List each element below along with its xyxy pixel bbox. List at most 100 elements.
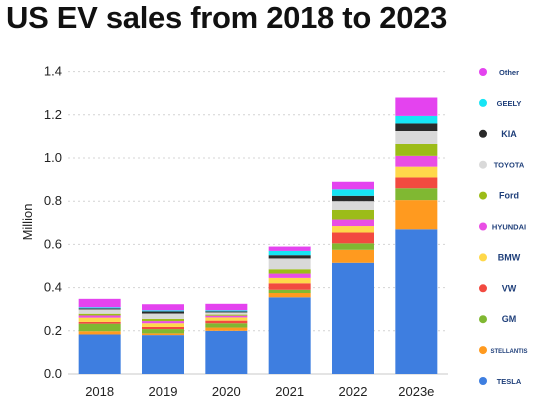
y-tick-label: 1.4 bbox=[44, 64, 62, 79]
y-axis-ticks: 0.0 0.2 0.4 0.6 0.8 1.0 1.2 1.4 bbox=[44, 64, 62, 381]
bar-segment-tesla-2022 bbox=[332, 262, 374, 374]
bar-segment-ford-2021 bbox=[268, 269, 311, 274]
bar-segment-stellantis-2019 bbox=[142, 333, 184, 336]
bar-segment-ford-2023e bbox=[395, 143, 438, 156]
legend-swatch bbox=[479, 315, 487, 324]
x-tick-label: 2019 bbox=[149, 384, 178, 399]
bar-segment-tesla-2020 bbox=[205, 330, 248, 374]
legend-item-geely: GEELY bbox=[479, 98, 522, 108]
bar-segment-ford-2019 bbox=[142, 318, 184, 322]
bar-segment-toyota-2018 bbox=[78, 309, 121, 314]
bar-segment-hyundai-2023e bbox=[395, 155, 438, 167]
bar-segment-geely-2020 bbox=[205, 310, 248, 312]
bar-segment-other-2020 bbox=[205, 303, 248, 311]
bars bbox=[78, 97, 438, 374]
bar-segment-kia-2022 bbox=[332, 195, 374, 202]
bar-segment-volkswagen-2021 bbox=[268, 283, 311, 290]
legend-swatch bbox=[479, 346, 487, 355]
bar-segment-geely-2021 bbox=[268, 250, 311, 256]
bar-segment-bmw-2019 bbox=[142, 323, 184, 327]
bar-segment-ford-2018 bbox=[78, 313, 121, 316]
bar-segment-stellantis-2023e bbox=[395, 200, 438, 230]
bar-segment-geely-2019 bbox=[142, 310, 184, 312]
bar-segment-hyundai-2021 bbox=[268, 273, 311, 278]
bar-segment-gm-2020 bbox=[205, 323, 248, 328]
bmw-logo-icon: BMW bbox=[498, 252, 521, 262]
bar-segment-geely-2022 bbox=[332, 189, 374, 196]
bar-segment-gm-2022 bbox=[332, 243, 374, 250]
toyota-logo-icon: TOYOTA bbox=[494, 161, 525, 170]
chart-title: US EV sales from 2018 to 2023 bbox=[6, 0, 448, 35]
x-tick-label: 2023e bbox=[398, 384, 434, 399]
legend-item-tesla: TESLA bbox=[479, 377, 522, 386]
y-tick-label: 0.4 bbox=[44, 280, 62, 295]
bar-segment-gm-2023e bbox=[395, 188, 438, 201]
legend-item-bmw: BMW bbox=[479, 252, 521, 262]
bar-segment-volkswagen-2020 bbox=[205, 320, 248, 324]
y-tick-label: 0.2 bbox=[44, 323, 62, 338]
y-tick-label: 0.6 bbox=[44, 236, 62, 251]
y-axis-label: Million bbox=[20, 204, 35, 241]
legend-swatch bbox=[479, 284, 487, 293]
bar-segment-geely-2018 bbox=[78, 307, 121, 309]
tesla-logo-icon: TESLA bbox=[497, 377, 522, 386]
y-tick-label: 0.8 bbox=[44, 193, 62, 208]
bar-segment-gm-2018 bbox=[78, 323, 121, 332]
bar-segment-stellantis-2021 bbox=[268, 293, 311, 298]
bar-segment-gm-2021 bbox=[268, 289, 311, 293]
x-tick-label: 2022 bbox=[339, 384, 368, 399]
legend: Other GEELY KIA TOYOTA Ford HYUNDAI BMW VW GM STE… bbox=[479, 68, 528, 386]
bar-segment-stellantis-2020 bbox=[205, 327, 248, 331]
legend-swatch bbox=[479, 253, 487, 262]
y-tick-label: 1.2 bbox=[44, 107, 62, 122]
x-tick-label: 2020 bbox=[212, 384, 241, 399]
bar-segment-toyota-2023e bbox=[395, 131, 438, 144]
bar-segment-bmw-2021 bbox=[268, 277, 311, 284]
x-axis-ticks: 2018 2019 2020 2021 2022 2023e bbox=[85, 384, 434, 399]
legend-item-toyota: TOYOTA bbox=[479, 160, 525, 170]
bar-segment-stellantis-2018 bbox=[78, 331, 121, 335]
bar-segment-tesla-2018 bbox=[78, 334, 121, 374]
bar-segment-toyota-2019 bbox=[142, 313, 184, 319]
bar-segment-kia-2019 bbox=[142, 311, 184, 314]
bar-segment-ford-2022 bbox=[332, 209, 374, 220]
gridlines bbox=[68, 71, 448, 375]
bar-segment-other-2023e bbox=[395, 97, 438, 116]
legend-item-gm: GM bbox=[479, 314, 516, 324]
bar-segment-bmw-2023e bbox=[395, 166, 438, 178]
legend-swatch bbox=[479, 129, 487, 138]
bar-segment-stellantis-2022 bbox=[332, 249, 374, 263]
bar-segment-kia-2021 bbox=[268, 255, 311, 259]
bar-segment-geely-2023e bbox=[395, 115, 438, 124]
legend-item-other: Other bbox=[479, 68, 519, 77]
legend-item-ford: Ford bbox=[479, 191, 519, 201]
legend-item-volkswagen: VW bbox=[479, 283, 517, 293]
bar-segment-hyundai-2019 bbox=[142, 321, 184, 324]
bar-segment-bmw-2020 bbox=[205, 317, 248, 321]
volkswagen-logo-icon: VW bbox=[502, 283, 517, 293]
bar-segment-tesla-2021 bbox=[268, 297, 311, 374]
bar-segment-bmw-2018 bbox=[78, 317, 121, 322]
legend-item-hyundai: HYUNDAI bbox=[479, 222, 526, 232]
bar-segment-hyundai-2020 bbox=[205, 315, 248, 318]
legend-label: Other bbox=[499, 68, 519, 77]
bar-segment-toyota-2020 bbox=[205, 312, 248, 315]
bar-segment-ford-2020 bbox=[205, 314, 248, 316]
bar-segment-kia-2020 bbox=[205, 311, 248, 313]
bar-segment-tesla-2023e bbox=[395, 229, 438, 374]
geely-logo-icon: GEELY bbox=[497, 99, 522, 108]
legend-swatch bbox=[479, 98, 487, 107]
ford-logo-icon: Ford bbox=[499, 191, 519, 201]
legend-swatch bbox=[479, 191, 487, 200]
y-tick-label: 0.0 bbox=[44, 366, 62, 381]
legend-swatch bbox=[479, 68, 487, 76]
y-tick-label: 1.0 bbox=[44, 150, 62, 165]
bar-segment-volkswagen-2022 bbox=[332, 232, 374, 244]
bar-segment-other-2018 bbox=[78, 298, 121, 308]
gm-logo-icon: GM bbox=[502, 314, 517, 324]
bar-segment-volkswagen-2023e bbox=[395, 177, 438, 189]
bar-segment-bmw-2022 bbox=[332, 226, 374, 233]
bar-segment-toyota-2021 bbox=[268, 258, 311, 270]
bar-segment-volkswagen-2019 bbox=[142, 326, 184, 330]
